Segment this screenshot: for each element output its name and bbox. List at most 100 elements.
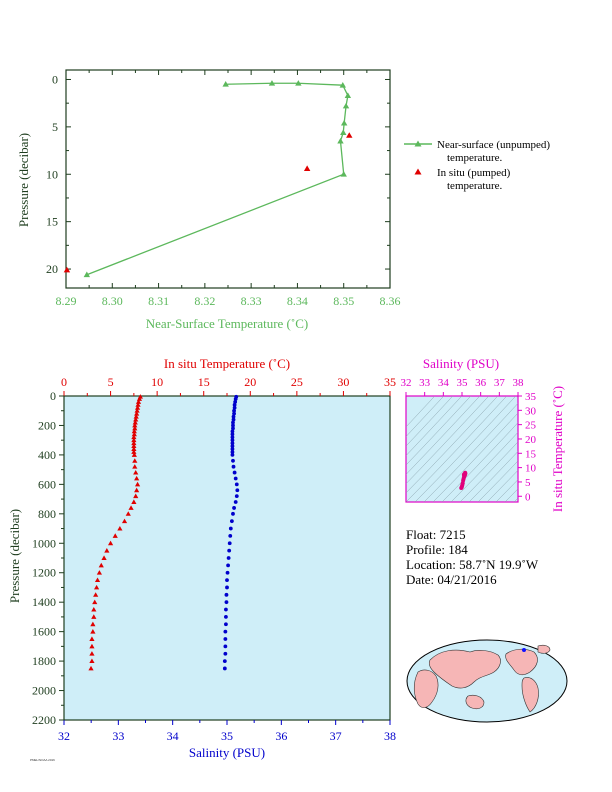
salinity-point (231, 420, 235, 425)
temperature-point (132, 458, 138, 463)
salinity-tick-label: 36 (275, 729, 287, 743)
temperature-point (133, 469, 139, 475)
temperature-point (134, 475, 140, 481)
temperature-point (91, 614, 97, 619)
salinity-tick-label: 38 (384, 729, 396, 743)
salinity-point (223, 644, 228, 649)
density-contour (406, 396, 454, 447)
profile-number: Profile: 184 (406, 542, 468, 557)
temperature-point (89, 658, 95, 664)
temperature-point (112, 533, 118, 538)
top-y-tick-label: 10 (46, 167, 58, 181)
pressure-tick-label: 2000 (32, 684, 56, 698)
ts-temp-tick-label: 10 (525, 463, 537, 475)
density-contour (406, 396, 445, 437)
density-contour (450, 431, 518, 502)
salinity-point (224, 592, 229, 597)
salinity-tick-label: 32 (58, 729, 70, 743)
temperature-point (134, 487, 140, 493)
salinity-point (230, 435, 235, 440)
salinity-tick-label: 35 (221, 729, 233, 743)
pressure-tick-label: 600 (38, 477, 56, 491)
temperature-point (131, 499, 137, 504)
temp-tick-label: 20 (244, 375, 256, 389)
salinity-point (225, 578, 229, 582)
ts-salinity-tick-label: 36 (475, 377, 487, 389)
near-surface-point (268, 80, 276, 86)
top-y-tick-label: 0 (52, 72, 58, 86)
temperature-point (135, 399, 142, 404)
salinity-point (228, 534, 233, 538)
temperature-point (134, 481, 141, 487)
salinity-point (224, 600, 229, 605)
ts-temp-tick-label: 20 (525, 434, 537, 446)
salinity-point (231, 426, 235, 431)
near-surface-point (344, 92, 352, 98)
pressure-tick-label: 1000 (32, 536, 56, 550)
density-contour (406, 396, 436, 428)
top-x-tick-label: 8.33 (241, 294, 262, 308)
ts-salinity-tick-label: 33 (419, 377, 431, 389)
top-x-tick-label: 8.35 (333, 294, 354, 308)
salinity-tick-label: 34 (167, 729, 179, 743)
top-x-tick-label: 8.30 (102, 294, 123, 308)
temperature-point (131, 428, 137, 434)
near-surface-point (340, 171, 347, 177)
temperature-point (131, 431, 137, 437)
pressure-tick-label: 1200 (32, 566, 56, 580)
temperature-point (94, 577, 101, 583)
temperature-point (131, 452, 137, 457)
temperature-point (94, 584, 100, 590)
density-contour (504, 488, 518, 502)
salinity-point (222, 666, 227, 671)
density-contour (406, 396, 472, 466)
near-surface-point (295, 80, 302, 86)
main-x-label: Salinity (PSU) (189, 745, 265, 760)
land-australia (465, 694, 485, 710)
temperature-point (133, 493, 139, 499)
land-eurasia (428, 649, 501, 689)
density-contour (486, 469, 518, 502)
salinity-point (233, 397, 238, 401)
temperature-point (132, 422, 138, 428)
temperature-point (136, 396, 143, 401)
ts-density-contours (406, 396, 518, 502)
density-contour (495, 479, 518, 502)
density-contour (432, 412, 518, 502)
salinity-point (233, 399, 238, 404)
pressure-tick-label: 1400 (32, 595, 56, 609)
temperature-point (104, 548, 110, 553)
near-surface-point (342, 102, 350, 109)
pressure-tick-label: 200 (38, 418, 56, 432)
salinity-tick-label: 33 (112, 729, 124, 743)
salinity-point (231, 414, 236, 419)
land-south-america (521, 677, 539, 713)
salinity-point (225, 585, 229, 590)
temperature-point (131, 449, 137, 454)
ts-temp-tick-label: 30 (525, 405, 537, 417)
ts-temp-tick-label: 15 (525, 448, 537, 460)
temp-tick-label: 0 (61, 375, 67, 389)
near-surface-point (337, 137, 344, 144)
density-contour (459, 441, 518, 502)
temperature-point (131, 446, 137, 451)
pressure-tick-label: 800 (38, 507, 56, 521)
salinity-point (230, 447, 235, 451)
top-x-label: Near-Surface Temperature (˚C) (146, 316, 308, 331)
density-contour (477, 460, 518, 502)
temp-tick-label: 35 (384, 375, 396, 389)
near-surface-point (340, 129, 347, 135)
pressure-tick-label: 2200 (32, 713, 56, 727)
near-surface-point (222, 81, 229, 87)
salinity-point (224, 607, 228, 612)
temperature-point (91, 606, 97, 612)
main-y-label: Pressure (decibar) (7, 509, 22, 603)
salinity-point (232, 506, 236, 510)
temperature-point (131, 434, 137, 440)
date: Date: 04/21/2016 (406, 572, 497, 587)
temperature-point (134, 405, 141, 410)
salinity-point (228, 526, 233, 531)
ts-diagram: 32 33 34 35 36 37 38 0 5 10 15 20 25 30 35 (401, 377, 537, 503)
legend-green-line2: temperature. (447, 152, 503, 164)
